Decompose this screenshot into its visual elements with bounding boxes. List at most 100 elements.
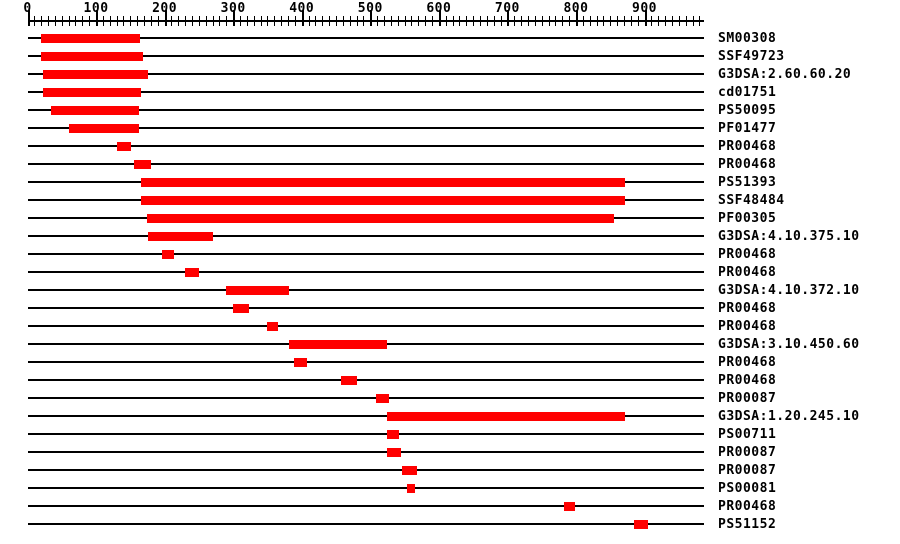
axis-minor-tick [54, 16, 56, 26]
axis-minor-tick [541, 16, 543, 26]
domain-bar [185, 267, 199, 277]
domain-bar [140, 177, 626, 187]
domain-bar [387, 411, 626, 421]
row-line [27, 91, 704, 93]
row-line [27, 37, 704, 39]
axis-minor-tick [486, 16, 488, 26]
axis-minor-tick [137, 16, 139, 26]
axis-minor-tick [322, 16, 324, 26]
row-line [27, 523, 704, 525]
row-line [27, 55, 704, 57]
domain-bar [41, 33, 140, 43]
axis-minor-tick [267, 16, 269, 26]
signature-label: G3DSA:4.10.372.10 [718, 283, 860, 298]
axis-minor-tick [548, 16, 550, 26]
signature-label: PR00468 [718, 157, 777, 172]
row-line [27, 307, 704, 309]
domain-bar [42, 87, 141, 97]
axis-major-tick [644, 10, 647, 26]
signature-label: PR00087 [718, 463, 777, 478]
row-line [27, 397, 704, 399]
signature-label: PR00468 [718, 139, 777, 154]
axis-minor-tick [562, 16, 564, 26]
axis-tick-label: 900 [632, 1, 658, 16]
signature-label: G3DSA:2.60.60.20 [718, 67, 852, 82]
domain-bar [634, 519, 648, 529]
axis-major-tick [575, 10, 578, 26]
axis-major-tick [370, 10, 373, 26]
domain-bar [146, 213, 614, 223]
row-line [27, 235, 704, 237]
row-line [27, 379, 704, 381]
domain-bar [133, 159, 151, 169]
row-line [27, 325, 704, 327]
domain-bar [69, 123, 140, 133]
axis-minor-tick [157, 16, 159, 26]
signature-label: PR00468 [718, 499, 777, 514]
axis-minor-tick [665, 16, 667, 26]
domain-bar [51, 105, 140, 115]
domain-bar [42, 69, 149, 79]
signature-label: PR00468 [718, 247, 777, 262]
axis-minor-tick [582, 16, 584, 26]
axis-minor-tick [678, 16, 680, 26]
axis-baseline [27, 20, 704, 22]
row-line [27, 433, 704, 435]
row-line [27, 289, 704, 291]
domain-bar [161, 249, 175, 259]
axis-minor-tick [445, 16, 447, 26]
row-line [27, 487, 704, 489]
axis-minor-tick [404, 16, 406, 26]
axis-minor-tick [48, 16, 50, 26]
signature-label: PR00468 [718, 355, 777, 370]
axis-minor-tick [479, 16, 481, 26]
axis-tick-label: 200 [152, 1, 178, 16]
domain-bar [266, 321, 279, 331]
signature-label: PF00305 [718, 211, 777, 226]
domain-bar [401, 465, 417, 475]
axis-minor-tick [651, 16, 653, 26]
axis-minor-tick [493, 16, 495, 26]
domain-bar [407, 483, 415, 493]
axis-tick-label: 500 [357, 1, 383, 16]
axis-tick-label: 800 [563, 1, 589, 16]
axis-minor-tick [171, 16, 173, 26]
axis-minor-tick [623, 16, 625, 26]
domain-bar [340, 375, 357, 385]
row-line [27, 361, 704, 363]
axis-minor-tick [473, 16, 475, 26]
domain-bar [148, 231, 214, 241]
signature-label: PR00468 [718, 301, 777, 316]
axis-minor-tick [377, 16, 379, 26]
axis-minor-tick [521, 16, 523, 26]
domain-bar [288, 339, 387, 349]
axis-minor-tick [390, 16, 392, 26]
axis-minor-tick [185, 16, 187, 26]
axis-minor-tick [308, 16, 310, 26]
axis-minor-tick [109, 16, 111, 26]
axis-minor-tick [315, 16, 317, 26]
axis-major-tick [164, 10, 167, 26]
axis-minor-tick [411, 16, 413, 26]
axis-minor-tick [123, 16, 125, 26]
signature-label: SSF48484 [718, 193, 785, 208]
axis-minor-tick [150, 16, 152, 26]
axis-minor-tick [274, 16, 276, 26]
axis-minor-tick [658, 16, 660, 26]
signature-label: PR00087 [718, 445, 777, 460]
axis-minor-tick [384, 16, 385, 26]
signature-label: PR00087 [718, 391, 777, 406]
axis-minor-tick [452, 16, 454, 26]
signature-label: PS51393 [718, 175, 777, 190]
axis-minor-tick [342, 16, 344, 26]
axis-minor-tick [363, 16, 365, 26]
axis-minor-tick [198, 16, 200, 26]
row-line [27, 271, 704, 273]
axis-minor-tick [685, 16, 687, 26]
signature-label: PS50095 [718, 103, 777, 118]
axis-tick-label: 0 [23, 1, 32, 16]
axis-minor-tick [68, 16, 70, 26]
row-line [27, 469, 704, 471]
axis-minor-tick [336, 16, 338, 26]
